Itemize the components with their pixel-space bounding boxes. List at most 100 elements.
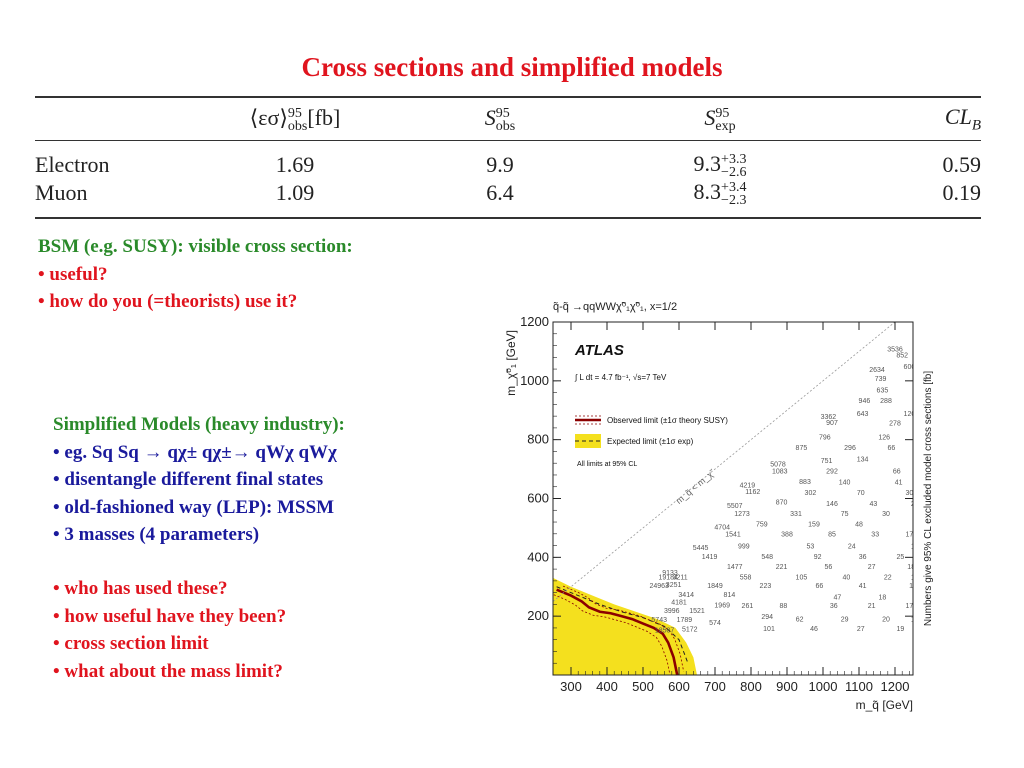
xsec-point-label: 66 bbox=[888, 445, 896, 452]
xsec-point-label: 5078 bbox=[770, 462, 786, 469]
s-obs-sup: 95 bbox=[495, 105, 510, 121]
exclusion-plot: 3536 852 600 2634 739 635 946 288 643 120 3362 907 2… bbox=[485, 292, 945, 712]
y-axis-label: m_χ̃⁰₁ [GeV] bbox=[504, 330, 518, 396]
xsec-point-label: 3251 bbox=[666, 582, 682, 589]
s-exp-sup: 95 bbox=[715, 105, 730, 121]
xsec-point-label: 24963 bbox=[649, 583, 669, 590]
cell-s-obs: 6.4 bbox=[486, 179, 514, 205]
legend-note: All limits at 95% CL bbox=[577, 461, 637, 468]
y-tick-label: 1000 bbox=[520, 373, 549, 388]
xsec-point-label: 3211 bbox=[673, 574, 688, 581]
y-tick-label: 400 bbox=[527, 549, 549, 564]
xsec-point-label: 1541 bbox=[725, 532, 741, 539]
kinematic-diagonal bbox=[553, 322, 896, 602]
x-tick-label: 900 bbox=[776, 679, 798, 694]
xsec-point-label: 75 bbox=[841, 511, 849, 518]
xsec-point-label: 852 bbox=[896, 352, 908, 359]
xsec-point-label: 159 bbox=[808, 521, 820, 528]
simplified-heading: Simplified Models (heavy industry): bbox=[53, 414, 345, 435]
xsec-point-label: 53 bbox=[807, 544, 815, 551]
xsec-point-label: 29 bbox=[841, 616, 849, 623]
xsec-point-label: 17 bbox=[911, 544, 919, 551]
xsec-point-label: 643 bbox=[857, 411, 869, 418]
xsec-point-label: 600 bbox=[904, 364, 916, 371]
xsec-point-label: 4704 bbox=[714, 524, 730, 531]
xsec-point-label: 261 bbox=[742, 603, 754, 610]
s-exp-down: −2.6 bbox=[721, 164, 747, 180]
xsec-point-label: 4181 bbox=[671, 599, 687, 606]
x-tick-label: 800 bbox=[740, 679, 762, 694]
slide-title: Cross sections and simplified models bbox=[301, 52, 723, 82]
xsec-point-label: 883 bbox=[799, 479, 811, 486]
xsec-point-label: 1789 bbox=[677, 617, 693, 624]
x-axis-label: m_q̃ [GeV] bbox=[856, 698, 913, 712]
s-exp-value: 9.3 bbox=[693, 151, 722, 176]
xsec-sub: obs bbox=[287, 118, 308, 134]
x-tick-label: 1100 bbox=[845, 679, 873, 694]
xsec-point-label: 635 bbox=[877, 388, 889, 395]
xsec-point-label: 48 bbox=[855, 521, 863, 528]
col-header-s-obs: S 95 obs bbox=[385, 97, 615, 141]
xsec-point-label: 302 bbox=[805, 490, 817, 497]
s-exp-symbol: S bbox=[704, 105, 716, 131]
xsec-point-label: 18507 bbox=[655, 627, 675, 634]
xsec-point-label: 759 bbox=[756, 521, 768, 528]
bsm-block: BSM (e.g. SUSY): visible cross section: … bbox=[38, 233, 353, 316]
xsec-point-label: 946 bbox=[859, 398, 871, 405]
xsec-point-label: 292 bbox=[826, 468, 838, 475]
xsec-point-label: 1521 bbox=[689, 608, 705, 615]
xsec-point-label: 9133 bbox=[662, 570, 678, 577]
x-tick-label: 600 bbox=[668, 679, 690, 694]
xsec-point-label: 278 bbox=[889, 421, 901, 428]
y-tick-label: 600 bbox=[527, 491, 549, 506]
table-row: Muon 1.09 6.4 8.3 +3.4 −2.3 0.19 bbox=[35, 179, 981, 218]
xsec-point-label: 1083 bbox=[772, 468, 788, 475]
xsec-point-label: 101 bbox=[763, 626, 775, 633]
observed-limit-line bbox=[556, 588, 679, 675]
cell-visible-xsec: 1.09 bbox=[275, 179, 315, 205]
col-header-s-exp: S 95 exp bbox=[615, 97, 825, 141]
right-axis-label: Numbers give 95% CL excluded model cross… bbox=[923, 371, 934, 627]
xsec-point-label: 30 bbox=[906, 490, 914, 497]
s-exp-down: −2.3 bbox=[721, 192, 747, 208]
xsec-point-label: 999 bbox=[738, 544, 750, 551]
xsec-point-label: 146 bbox=[826, 501, 838, 508]
xsec-point-label: 331 bbox=[790, 511, 802, 518]
xsec-point-label: 36 bbox=[859, 554, 867, 561]
question-bullet: • what about the mass limit? bbox=[53, 660, 283, 682]
xsec-point-label: 46 bbox=[810, 626, 818, 633]
xsec-point-label: 134 bbox=[857, 457, 869, 464]
xsec-point-label: 36 bbox=[830, 603, 838, 610]
simplified-bullet: • eg. Sq Sq → qχ± qχ±→ qWχ qWχ bbox=[53, 441, 337, 463]
bsm-bullet: • how do you (=theorists) use it? bbox=[38, 291, 298, 312]
xsec-point-label: 870 bbox=[776, 499, 788, 506]
s-exp-up: +3.4 bbox=[721, 179, 747, 195]
xsec-point-label: 4219 bbox=[740, 482, 756, 489]
questions-block: • who has used these? • how useful have … bbox=[53, 575, 286, 685]
y-tick-label: 1200 bbox=[520, 314, 549, 329]
xsec-point-label: 21 bbox=[868, 603, 876, 610]
xsec-point-label: 33 bbox=[871, 532, 879, 539]
simplified-bullet: • disentangle different final states bbox=[53, 469, 324, 490]
legend-expected-swatch bbox=[575, 434, 601, 448]
s-exp-errors: +3.3 −2.6 bbox=[721, 151, 747, 180]
xsec-point-label: 3362 bbox=[821, 414, 837, 421]
xsec-point-label: 40 bbox=[843, 574, 851, 581]
xsec-point-label: 907 bbox=[826, 420, 838, 427]
observed-limit-theory-up bbox=[562, 585, 685, 672]
xsec-point-label: 1273 bbox=[734, 511, 750, 518]
xsec-point-label: 25 bbox=[897, 554, 905, 561]
xsec-point-label: 70 bbox=[857, 490, 865, 497]
xsec-point-label: 3996 bbox=[664, 608, 680, 615]
table-row: Electron 1.69 9.9 9.3 +3.3 −2.6 0.59 bbox=[35, 141, 981, 179]
xsec-point-label: 120 bbox=[904, 411, 916, 418]
cell-visible-xsec: 1.69 bbox=[275, 151, 315, 177]
xsec-point-label: 558 bbox=[740, 574, 752, 581]
xsec-point-label: 294 bbox=[761, 614, 773, 621]
expected-limit-band bbox=[553, 577, 697, 675]
xsec-point-label: 24 bbox=[848, 544, 856, 551]
s-exp-scripts: 95 exp bbox=[715, 105, 735, 133]
xsec-point-label: 3414 bbox=[678, 592, 694, 599]
xsec-point-label: 739 bbox=[875, 376, 887, 383]
s-exp-up: +3.3 bbox=[721, 151, 747, 167]
